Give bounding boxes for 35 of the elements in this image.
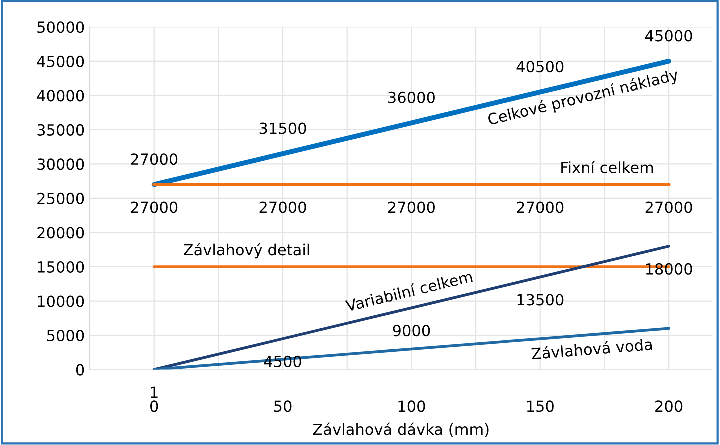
y-tick-label: 45000 <box>37 56 84 68</box>
data-label: 13500 <box>518 294 564 306</box>
y-tick-label: 0 <box>76 364 84 376</box>
data-label: 27000 <box>131 202 178 214</box>
y-tick-label: 40000 <box>37 90 84 102</box>
x-tick-label: 50 <box>274 400 292 412</box>
y-tick-label: 35000 <box>38 124 84 136</box>
y-tick-label: 25000 <box>38 192 84 204</box>
y-tick-label: 30000 <box>38 158 84 170</box>
y-tick-label: 10000 <box>38 296 84 308</box>
x-tick-label: 0 <box>150 400 158 412</box>
line-series <box>152 327 670 370</box>
data-label: 36000 <box>388 92 435 104</box>
data-label: 27000 <box>646 202 692 214</box>
data-label: 31500 <box>260 122 306 134</box>
data-label: 27000 <box>517 202 564 214</box>
data-label: 45000 <box>645 30 692 42</box>
y-tick-label: 20000 <box>38 227 84 239</box>
series-label: Závlahová voda <box>532 338 652 360</box>
data-label: 9000 <box>393 325 430 337</box>
data-label: 1 <box>151 386 158 398</box>
y-tick-label: 50000 <box>38 22 84 34</box>
y-tick-label: 5000 <box>47 330 84 342</box>
series-label: Závlahový detail <box>184 243 310 259</box>
data-label: 40500 <box>516 61 564 73</box>
x-tick-label: 200 <box>656 400 683 412</box>
y-tick-label: 15000 <box>38 261 84 274</box>
data-label: 27000 <box>260 202 306 214</box>
data-label: 27000 <box>388 202 435 214</box>
x-tick-label: 100 <box>398 400 426 412</box>
x-tick-label: 150 <box>527 400 554 412</box>
x-axis-title: Závlahová dávka (mm) <box>313 422 489 438</box>
data-label: 18000 <box>646 263 692 275</box>
series-label: Fixní celkem <box>562 161 654 174</box>
data-label: 27000 <box>131 154 178 166</box>
